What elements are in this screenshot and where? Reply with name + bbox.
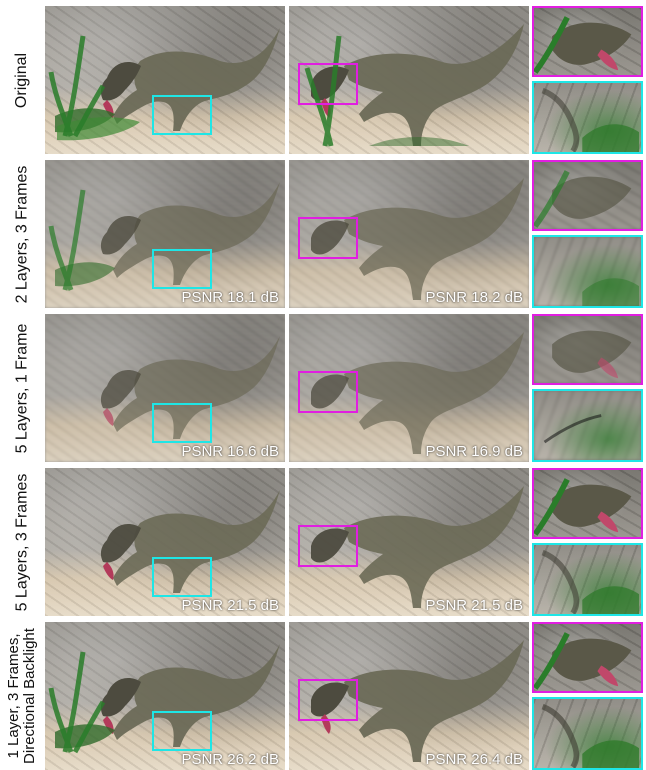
zoom-insets [532, 622, 646, 770]
zoom-insets [532, 468, 646, 616]
psnr-label: PSNR 16.6 dB [181, 443, 279, 460]
dinosaur-illustration [45, 314, 285, 462]
scene-right-image: PSNR 26.4 dB [289, 622, 529, 770]
comparison-row-5: 1 Layer, 3 Frames, Directional Backlight… [0, 622, 646, 770]
zoom-inset-magenta [532, 160, 643, 231]
dinosaur-illustration [289, 622, 529, 770]
comparison-row-3: 5 Layers, 1 Frame PSNR 16.6 dB PSNR 16.9… [0, 314, 646, 462]
psnr-label: PSNR 18.1 dB [181, 289, 279, 306]
dinosaur-illustration [289, 468, 529, 616]
dinosaur-illustration [45, 6, 285, 154]
row-label-line: Directional Backlight [22, 628, 38, 764]
dinosaur-illustration [45, 160, 285, 308]
zoom-insets [532, 6, 646, 154]
psnr-label: PSNR 26.4 dB [425, 751, 523, 768]
psnr-label: PSNR 21.5 dB [425, 597, 523, 614]
scene-right-image [289, 6, 529, 154]
row-label: 5 Layers, 1 Frame [0, 314, 44, 462]
zoom-inset-cyan [532, 389, 643, 462]
row-label: Original [0, 6, 44, 154]
zoom-inset-magenta [532, 622, 643, 693]
psnr-label: PSNR 21.5 dB [181, 597, 279, 614]
zoom-inset-cyan [532, 543, 643, 616]
scene-left-image: PSNR 21.5 dB [45, 468, 285, 616]
zoom-inset-magenta [532, 468, 643, 539]
dinosaur-illustration [289, 6, 529, 154]
zoom-inset-cyan [532, 81, 643, 154]
comparison-row-2: 2 Layers, 3 Frames PSNR 18.1 dB PSNR 18.… [0, 160, 646, 308]
comparison-row-original: Original [0, 6, 646, 154]
scene-left-image: PSNR 16.6 dB [45, 314, 285, 462]
scene-left-image [45, 6, 285, 154]
dinosaur-illustration [45, 622, 285, 770]
dinosaur-illustration [45, 468, 285, 616]
scene-right-image: PSNR 21.5 dB [289, 468, 529, 616]
row-label-line: 2 Layers, 3 Frames [14, 165, 31, 303]
scene-left-image: PSNR 26.2 dB [45, 622, 285, 770]
row-label-line: 1 Layer, 3 Frames, [6, 633, 22, 758]
scene-right-image: PSNR 16.9 dB [289, 314, 529, 462]
scene-right-image: PSNR 18.2 dB [289, 160, 529, 308]
dinosaur-illustration [289, 314, 529, 462]
zoom-inset-magenta [532, 314, 643, 385]
psnr-label: PSNR 18.2 dB [425, 289, 523, 306]
zoom-inset-cyan [532, 235, 643, 308]
dinosaur-illustration [289, 160, 529, 308]
zoom-inset-magenta [532, 6, 643, 77]
row-label: 1 Layer, 3 Frames, Directional Backlight [0, 622, 44, 770]
zoom-insets [532, 160, 646, 308]
row-label: 5 Layers, 3 Frames [0, 468, 44, 616]
scene-left-image: PSNR 18.1 dB [45, 160, 285, 308]
row-label: 2 Layers, 3 Frames [0, 160, 44, 308]
psnr-label: PSNR 26.2 dB [181, 751, 279, 768]
comparison-row-4: 5 Layers, 3 Frames PSNR 21.5 dB PSNR 21.… [0, 468, 646, 616]
row-label-line: 5 Layers, 3 Frames [14, 473, 31, 611]
zoom-inset-cyan [532, 697, 643, 770]
zoom-insets [532, 314, 646, 462]
row-label-line: 5 Layers, 1 Frame [14, 323, 31, 453]
psnr-label: PSNR 16.9 dB [425, 443, 523, 460]
row-label-line: Original [14, 52, 31, 107]
